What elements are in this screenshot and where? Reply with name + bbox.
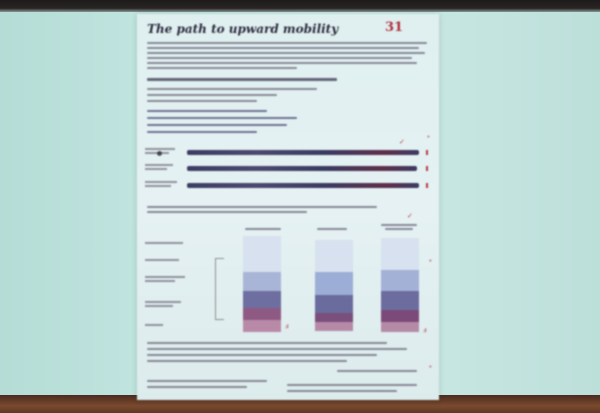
- stack-segment: [315, 313, 353, 322]
- section-heading: [147, 78, 337, 81]
- stack-segment: [381, 291, 419, 310]
- stack-segment: [381, 238, 419, 270]
- footnote-line: [287, 390, 397, 392]
- stack-segment: [381, 270, 419, 291]
- stack-row-label: [145, 305, 173, 307]
- stack-row-label: [145, 280, 175, 282]
- stack-segment: [315, 322, 353, 331]
- bar-end-tick: [426, 150, 428, 155]
- stack-segment: [381, 322, 419, 332]
- footnote-line: [147, 354, 377, 356]
- legend-line: [147, 94, 277, 96]
- horizontal-bar: [187, 166, 417, 171]
- stack-segment: [243, 236, 281, 272]
- margin-mark-icon: ᵃ: [429, 364, 432, 372]
- legend-swatch-line: [147, 117, 297, 119]
- bracket-line: [215, 258, 224, 320]
- document-title: The path to upward mobility: [147, 22, 339, 36]
- bar-row-label: [145, 185, 171, 187]
- column-header: [317, 228, 347, 230]
- bar-row-label: [145, 148, 175, 150]
- margin-mark-icon: ᵃ: [427, 134, 430, 142]
- section-heading: [147, 206, 377, 208]
- bar-marker-icon: ✓: [399, 138, 405, 146]
- bar-end-tick: [426, 166, 428, 171]
- intro-text-line: [147, 52, 425, 54]
- footnote-line: [147, 348, 407, 350]
- legend-swatch-line: [147, 124, 287, 126]
- margin-mark-icon: ᵃ: [429, 258, 432, 266]
- column-header: [245, 228, 281, 230]
- horizontal-bar: [187, 183, 419, 188]
- stack-segment: [315, 295, 353, 313]
- section-heading: [147, 211, 307, 213]
- legend-swatch-line: [147, 110, 267, 112]
- stack-row-label: [145, 324, 163, 326]
- stack-row-label: [145, 242, 183, 244]
- legend-swatch-line: [147, 131, 257, 133]
- bar-row-label: [145, 168, 167, 170]
- intro-text-line: [147, 57, 412, 59]
- column-marker-icon: ⅎ: [423, 326, 427, 334]
- stack-segment: [315, 240, 353, 272]
- intro-text-line: [147, 67, 297, 69]
- legend-line: [147, 100, 257, 102]
- column-header: [381, 224, 417, 226]
- logo-icon: 31: [385, 20, 404, 35]
- intro-text-line: [147, 62, 417, 64]
- footnote-line: [147, 386, 247, 388]
- column-header: [385, 228, 413, 230]
- stacked-column: [315, 240, 353, 332]
- chart-marker-icon: ✓: [407, 212, 413, 220]
- footnote-line: [147, 360, 347, 362]
- column-marker-icon: ⅎ: [285, 322, 289, 330]
- stack-segment: [243, 308, 281, 320]
- stack-segment: [243, 291, 281, 308]
- stack-row-label: [145, 301, 181, 303]
- intro-text-line: [147, 42, 427, 44]
- stack-segment: [315, 272, 353, 295]
- legend-line: [147, 88, 317, 90]
- bar-row-label: [145, 164, 173, 166]
- bar-row-label: [145, 181, 177, 183]
- footnote-line: [337, 370, 417, 372]
- footnote-line: [147, 380, 267, 382]
- footnote-line: [287, 384, 417, 386]
- bar-row-marker: [157, 151, 162, 156]
- stack-row-label: [145, 276, 185, 278]
- stacked-column: [381, 238, 419, 332]
- stack-segment: [243, 272, 281, 291]
- stack-row-label: [145, 259, 179, 261]
- horizontal-bar: [187, 150, 419, 155]
- stack-segment: [381, 310, 419, 322]
- bar-end-tick: [426, 183, 428, 188]
- stack-segment: [243, 320, 281, 332]
- stacked-column: [243, 236, 281, 332]
- intro-text-line: [147, 47, 419, 49]
- footnote-line: [147, 342, 387, 344]
- projected-document: The path to upward mobility 31 ✓ ✓: [137, 14, 439, 400]
